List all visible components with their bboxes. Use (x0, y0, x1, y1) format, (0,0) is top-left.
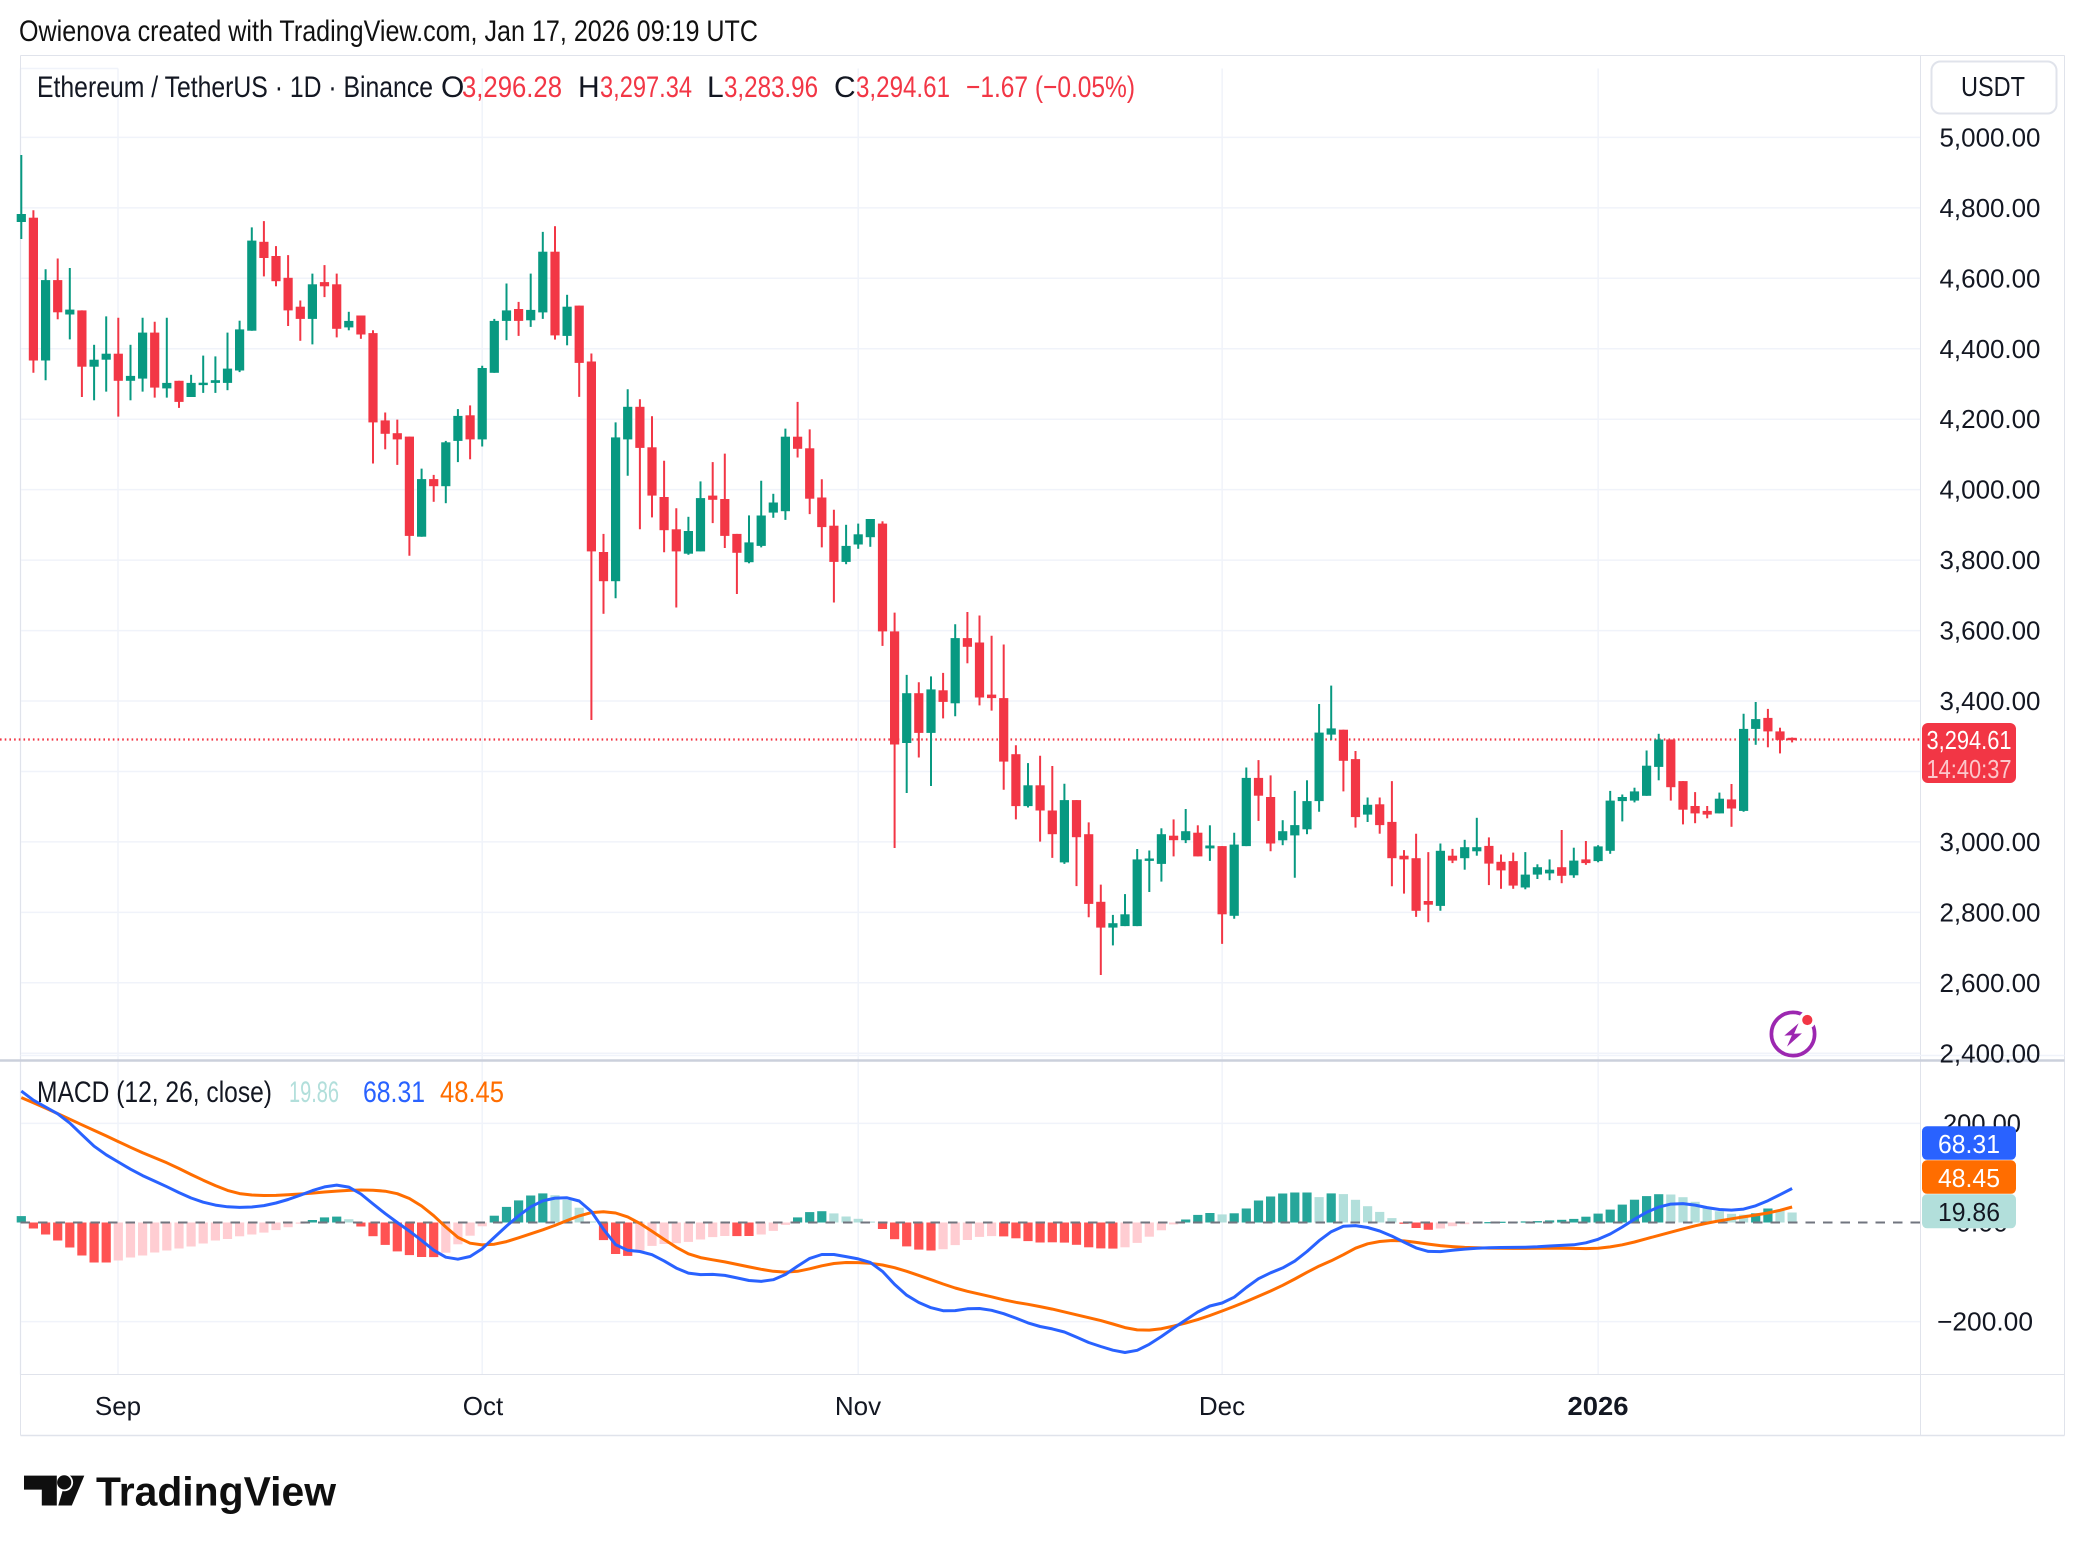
svg-text:48.45: 48.45 (440, 1076, 504, 1109)
svg-text:Dec: Dec (1199, 1391, 1245, 1421)
svg-text:3,600.00: 3,600.00 (1940, 616, 2041, 646)
svg-text:Nov: Nov (835, 1391, 881, 1421)
svg-text:L: L (707, 71, 724, 104)
svg-text:Oct: Oct (463, 1391, 504, 1421)
svg-text:3,400.00: 3,400.00 (1940, 686, 2041, 716)
svg-text:5,000.00: 5,000.00 (1940, 122, 2041, 152)
svg-text:2,600.00: 2,600.00 (1940, 968, 2041, 998)
svg-text:4,400.00: 4,400.00 (1940, 334, 2041, 364)
svg-text:−1.67 (−0.05%): −1.67 (−0.05%) (966, 71, 1135, 104)
svg-text:TradingView: TradingView (96, 1469, 336, 1515)
svg-text:USDT: USDT (1961, 71, 2025, 102)
svg-text:19.86: 19.86 (1938, 1197, 2000, 1227)
svg-text:68.31: 68.31 (1938, 1129, 2000, 1159)
svg-text:4,800.00: 4,800.00 (1940, 193, 2041, 223)
svg-text:48.45: 48.45 (1938, 1163, 2000, 1193)
svg-text:O: O (441, 71, 464, 104)
svg-text:Owienova created with TradingV: Owienova created with TradingView.com, J… (19, 15, 758, 48)
svg-text:4,200.00: 4,200.00 (1940, 404, 2041, 434)
svg-text:C: C (834, 71, 856, 104)
svg-text:68.31: 68.31 (363, 1076, 425, 1109)
svg-text:3,297.34: 3,297.34 (600, 71, 692, 104)
svg-text:3,294.61: 3,294.61 (856, 71, 950, 104)
svg-text:14:40:37: 14:40:37 (1927, 754, 2012, 784)
svg-text:Ethereum / TetherUS · 1D · Bin: Ethereum / TetherUS · 1D · Binance (37, 71, 433, 104)
svg-text:4,000.00: 4,000.00 (1940, 475, 2041, 505)
svg-text:19.86: 19.86 (289, 1076, 339, 1109)
svg-text:MACD (12, 26, close): MACD (12, 26, close) (37, 1076, 272, 1109)
svg-text:3,296.28: 3,296.28 (462, 71, 562, 104)
svg-text:2026: 2026 (1568, 1391, 1629, 1421)
svg-text:2,400.00: 2,400.00 (1940, 1038, 2041, 1068)
svg-text:Sep: Sep (95, 1391, 141, 1421)
svg-text:2,800.00: 2,800.00 (1940, 897, 2041, 927)
svg-text:3,283.96: 3,283.96 (724, 71, 818, 104)
svg-text:4,600.00: 4,600.00 (1940, 263, 2041, 293)
svg-text:−200.00: −200.00 (1937, 1307, 2033, 1337)
svg-text:3,000.00: 3,000.00 (1940, 827, 2041, 857)
svg-text:3,294.61: 3,294.61 (1927, 725, 2012, 755)
svg-text:3,800.00: 3,800.00 (1940, 545, 2041, 575)
svg-text:H: H (578, 71, 600, 104)
